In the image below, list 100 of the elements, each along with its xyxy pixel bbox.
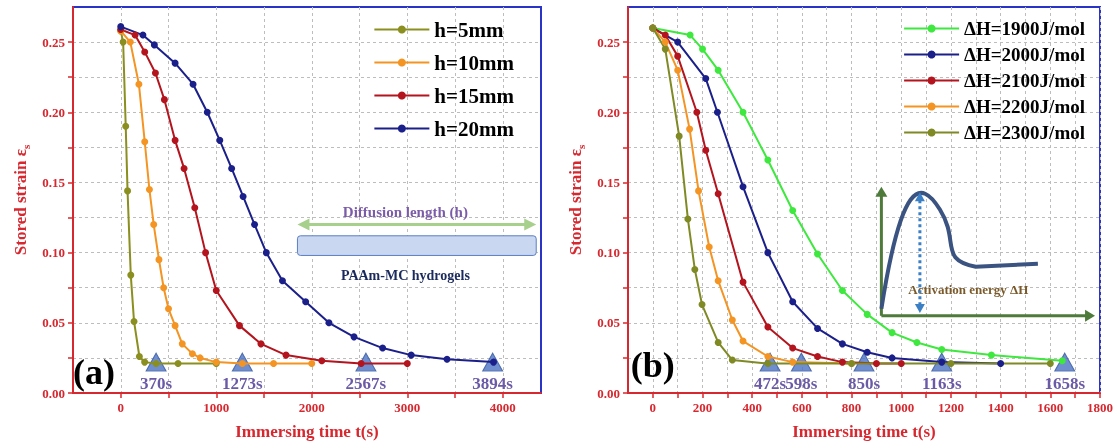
point (202, 249, 210, 257)
x-tick-label: 400 (742, 400, 762, 415)
point (947, 360, 955, 368)
legend-label: h=15mm (434, 83, 515, 108)
point (789, 358, 797, 366)
point (938, 345, 946, 353)
point (764, 353, 772, 360)
point (318, 357, 326, 365)
point (702, 75, 710, 83)
y-tick-label: 0.15 (597, 174, 621, 190)
y-tick-label: 0.20 (597, 104, 620, 120)
x-axis-title: Immersing time t(s) (235, 422, 379, 441)
point (135, 80, 143, 88)
point (888, 329, 896, 337)
x-tick-label: 600 (792, 400, 812, 415)
point (838, 287, 846, 295)
point (150, 41, 158, 49)
point (686, 125, 694, 133)
x-tick-label: 1400 (987, 400, 1014, 415)
y-tick-label: 0.25 (42, 34, 66, 50)
point (684, 215, 692, 223)
point (661, 38, 669, 46)
point (838, 340, 846, 348)
point (150, 221, 158, 229)
y-tick-label: 0.05 (597, 315, 621, 331)
point (178, 340, 186, 348)
point (165, 305, 173, 313)
x-tick-label: 800 (841, 400, 862, 415)
point (126, 38, 134, 46)
y-tick-label: 0.15 (42, 174, 66, 190)
point (302, 298, 310, 306)
y-tick-label: 0.10 (597, 245, 620, 261)
point (308, 360, 316, 368)
point (262, 249, 270, 257)
x-tick-label: 0 (117, 400, 125, 415)
point (814, 353, 822, 360)
point (171, 59, 179, 67)
point (239, 192, 247, 200)
annotation: 3894s (472, 373, 514, 393)
annotation: PAAm-MC hydrogels (340, 267, 471, 283)
point (212, 287, 220, 295)
x-tick-label: 2000 (298, 400, 325, 415)
point (235, 322, 243, 330)
point (872, 360, 880, 368)
point (443, 355, 451, 363)
legend-label: h=5mm (434, 17, 505, 42)
point (160, 284, 168, 292)
point (814, 324, 822, 332)
point (764, 249, 772, 257)
y-tick-label: 0.00 (42, 385, 65, 401)
annotation: 1163s (921, 373, 962, 393)
point (141, 358, 149, 366)
point (863, 348, 871, 356)
point (714, 338, 722, 346)
point (838, 358, 846, 366)
y-axis-title: Stored strain εs (566, 144, 587, 256)
point (127, 271, 135, 279)
y-tick-label: 0.20 (42, 104, 65, 120)
point (203, 108, 211, 116)
annotation: Diffusion length (h) (342, 203, 468, 221)
point (145, 185, 153, 193)
point (278, 277, 286, 285)
point (814, 250, 822, 258)
point (997, 360, 1005, 368)
point (987, 351, 995, 359)
point (379, 344, 387, 352)
point (698, 301, 706, 309)
point (789, 298, 797, 306)
annotation: 850s (847, 373, 881, 393)
annotation: (b) (630, 344, 675, 385)
point (141, 138, 149, 146)
x-tick-label: 1600 (1037, 400, 1064, 415)
legend-label: h=10mm (434, 50, 515, 75)
point (789, 344, 797, 352)
x-tick-label: 3000 (394, 400, 421, 415)
x-tick-label: 0 (649, 400, 657, 415)
point (699, 45, 707, 53)
y-axis-title: Stored strain εs (11, 144, 32, 256)
point (705, 243, 713, 251)
point (403, 360, 411, 368)
point (714, 190, 722, 198)
point (1046, 360, 1054, 368)
point (130, 317, 138, 325)
y-tick-label: 0.00 (597, 385, 620, 401)
annotation: 2567s (345, 373, 387, 393)
annotation: 1658s (1044, 373, 1086, 393)
point (661, 31, 669, 39)
point (674, 38, 682, 46)
y-tick-label: 0.10 (42, 245, 65, 261)
legend-label: ΔH=2000J/mol (964, 44, 1085, 65)
point (171, 322, 179, 330)
y-tick-label: 0.05 (42, 315, 66, 331)
point (196, 354, 204, 362)
point (155, 256, 163, 264)
point (122, 122, 130, 130)
point (695, 187, 703, 195)
point (171, 136, 179, 144)
point (674, 66, 682, 74)
annotation: 598s (785, 373, 818, 393)
point (180, 164, 188, 172)
